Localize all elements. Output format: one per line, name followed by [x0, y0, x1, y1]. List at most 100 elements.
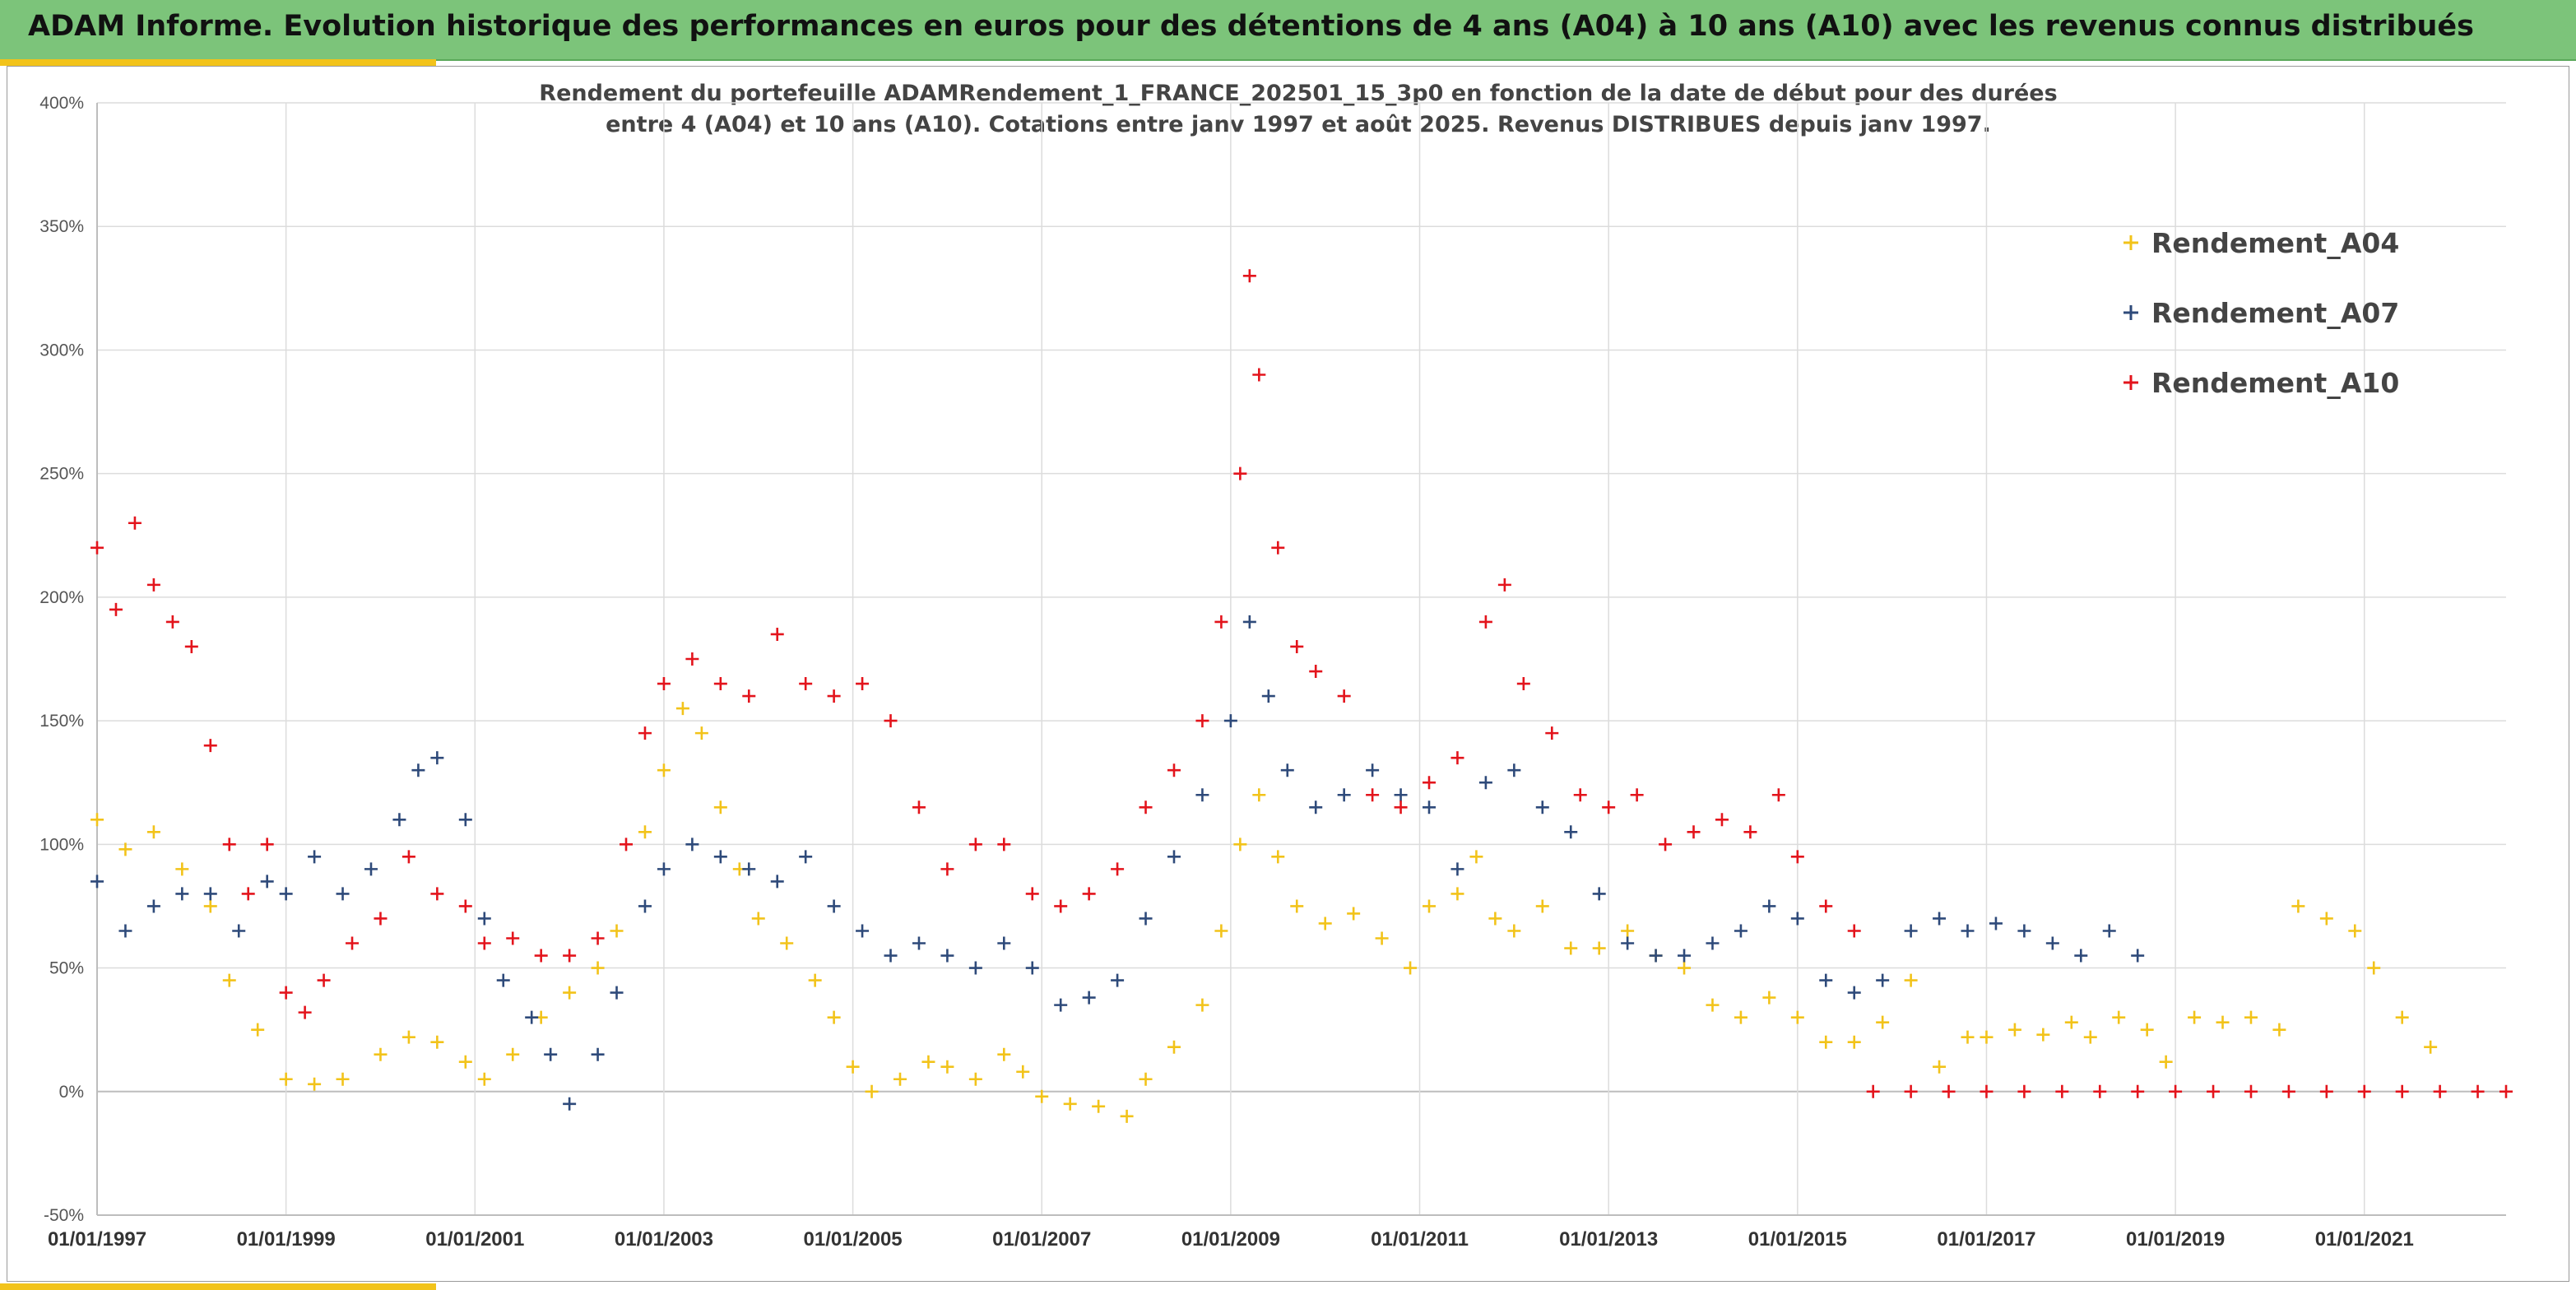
chart-frame — [7, 66, 2569, 1282]
data-point — [496, 973, 510, 987]
data-point — [1167, 763, 1181, 777]
data-point — [563, 986, 577, 1000]
data-point — [2131, 949, 2145, 963]
data-point — [2471, 1084, 2485, 1098]
data-point — [251, 1023, 265, 1037]
data-point — [742, 862, 756, 876]
y-tick-label: 250% — [39, 465, 84, 484]
data-point — [346, 936, 360, 950]
data-point — [118, 924, 132, 938]
data-point — [808, 973, 822, 987]
data-point — [1082, 991, 1096, 1005]
data-point — [1592, 941, 1606, 955]
x-tick-label: 01/01/2003 — [615, 1228, 713, 1251]
data-point — [1394, 800, 1408, 814]
data-point — [1063, 1097, 1077, 1111]
data-point — [128, 516, 142, 530]
x-tick-label: 01/01/2009 — [1181, 1228, 1280, 1251]
data-point — [1366, 763, 1380, 777]
data-point — [1233, 838, 1247, 851]
data-point — [2007, 1023, 2021, 1037]
x-tick-label: 01/01/2001 — [425, 1228, 524, 1251]
data-point — [374, 912, 388, 926]
x-tick-label: 01/01/1999 — [237, 1228, 336, 1251]
y-tick-label: 100% — [39, 835, 84, 854]
x-tick-label: 01/01/2007 — [992, 1228, 1091, 1251]
data-point — [146, 825, 160, 839]
data-point — [2017, 924, 2031, 938]
data-point — [203, 739, 217, 753]
data-point — [620, 838, 634, 851]
data-point — [884, 949, 898, 963]
data-point — [1271, 541, 1285, 555]
data-point — [1961, 924, 1975, 938]
data-point — [118, 842, 132, 856]
data-point — [610, 924, 624, 938]
data-point — [1035, 1089, 1049, 1103]
data-point — [2083, 1030, 2097, 1044]
data-point — [856, 924, 870, 938]
data-point — [1139, 1072, 1153, 1086]
data-point — [222, 838, 236, 851]
data-point — [2319, 1084, 2333, 1098]
y-tick-label: 0% — [59, 1083, 84, 1102]
data-point — [222, 973, 236, 987]
y-tick-label: 300% — [39, 341, 84, 360]
data-point — [392, 813, 406, 827]
data-point — [175, 862, 189, 876]
data-point — [968, 1072, 982, 1086]
data-point — [430, 887, 444, 901]
data-point — [2055, 1084, 2069, 1098]
data-point — [430, 751, 444, 765]
data-point — [1961, 1030, 1975, 1044]
legend-marker — [2123, 235, 2138, 250]
chart-title-line-2: entre 4 (A04) et 10 ans (A10). Cotations… — [606, 112, 1991, 137]
data-point — [279, 986, 293, 1000]
data-point — [411, 763, 425, 777]
data-point — [2272, 1023, 2286, 1037]
x-tick-label: 01/01/1997 — [48, 1228, 146, 1251]
data-point — [2074, 949, 2088, 963]
data-point — [1375, 931, 1389, 945]
series-rendement-a10 — [91, 269, 1861, 1019]
data-point — [1866, 1084, 1880, 1098]
data-point — [1678, 949, 1692, 963]
data-point — [374, 1047, 388, 1061]
data-point — [893, 1072, 907, 1086]
data-point — [799, 677, 813, 691]
axes: 400% 350% 300% 250% 200% 150% 100% 50% 0% -50% 01/… — [39, 94, 2506, 1251]
x-tick-label: 01/01/2015 — [1748, 1228, 1847, 1251]
data-point — [544, 1047, 558, 1061]
data-point — [146, 899, 160, 913]
data-point — [865, 1084, 879, 1098]
y-tick-label: 150% — [39, 712, 84, 731]
series-rendement-a04 — [91, 702, 2438, 1123]
data-point — [1847, 1035, 1861, 1049]
data-point — [1687, 825, 1701, 839]
data-point — [308, 850, 322, 864]
grid — [96, 102, 2506, 1216]
data-point — [694, 726, 708, 740]
data-point — [1980, 1084, 1993, 1098]
data-point — [856, 677, 870, 691]
data-point — [1478, 615, 1492, 629]
data-point — [1404, 961, 1418, 975]
data-point — [1743, 825, 1757, 839]
accent-bar-bottom — [0, 1283, 436, 1290]
legend-marker — [2123, 305, 2138, 320]
data-point — [1423, 800, 1437, 814]
data-point — [1337, 788, 1351, 802]
data-point — [1771, 788, 1785, 802]
data-point — [1715, 813, 1729, 827]
data-point — [1933, 1060, 1947, 1074]
data-point — [1989, 916, 2003, 930]
data-point — [638, 899, 652, 913]
y-tick-label: 50% — [49, 959, 84, 978]
data-point — [2395, 1084, 2409, 1098]
data-point — [1242, 269, 1256, 283]
data-point — [1904, 1084, 1918, 1098]
data-point — [1507, 924, 1521, 938]
series-rendement-a07 — [91, 615, 2145, 1111]
data-point — [1233, 466, 1247, 480]
data-point — [401, 850, 415, 864]
